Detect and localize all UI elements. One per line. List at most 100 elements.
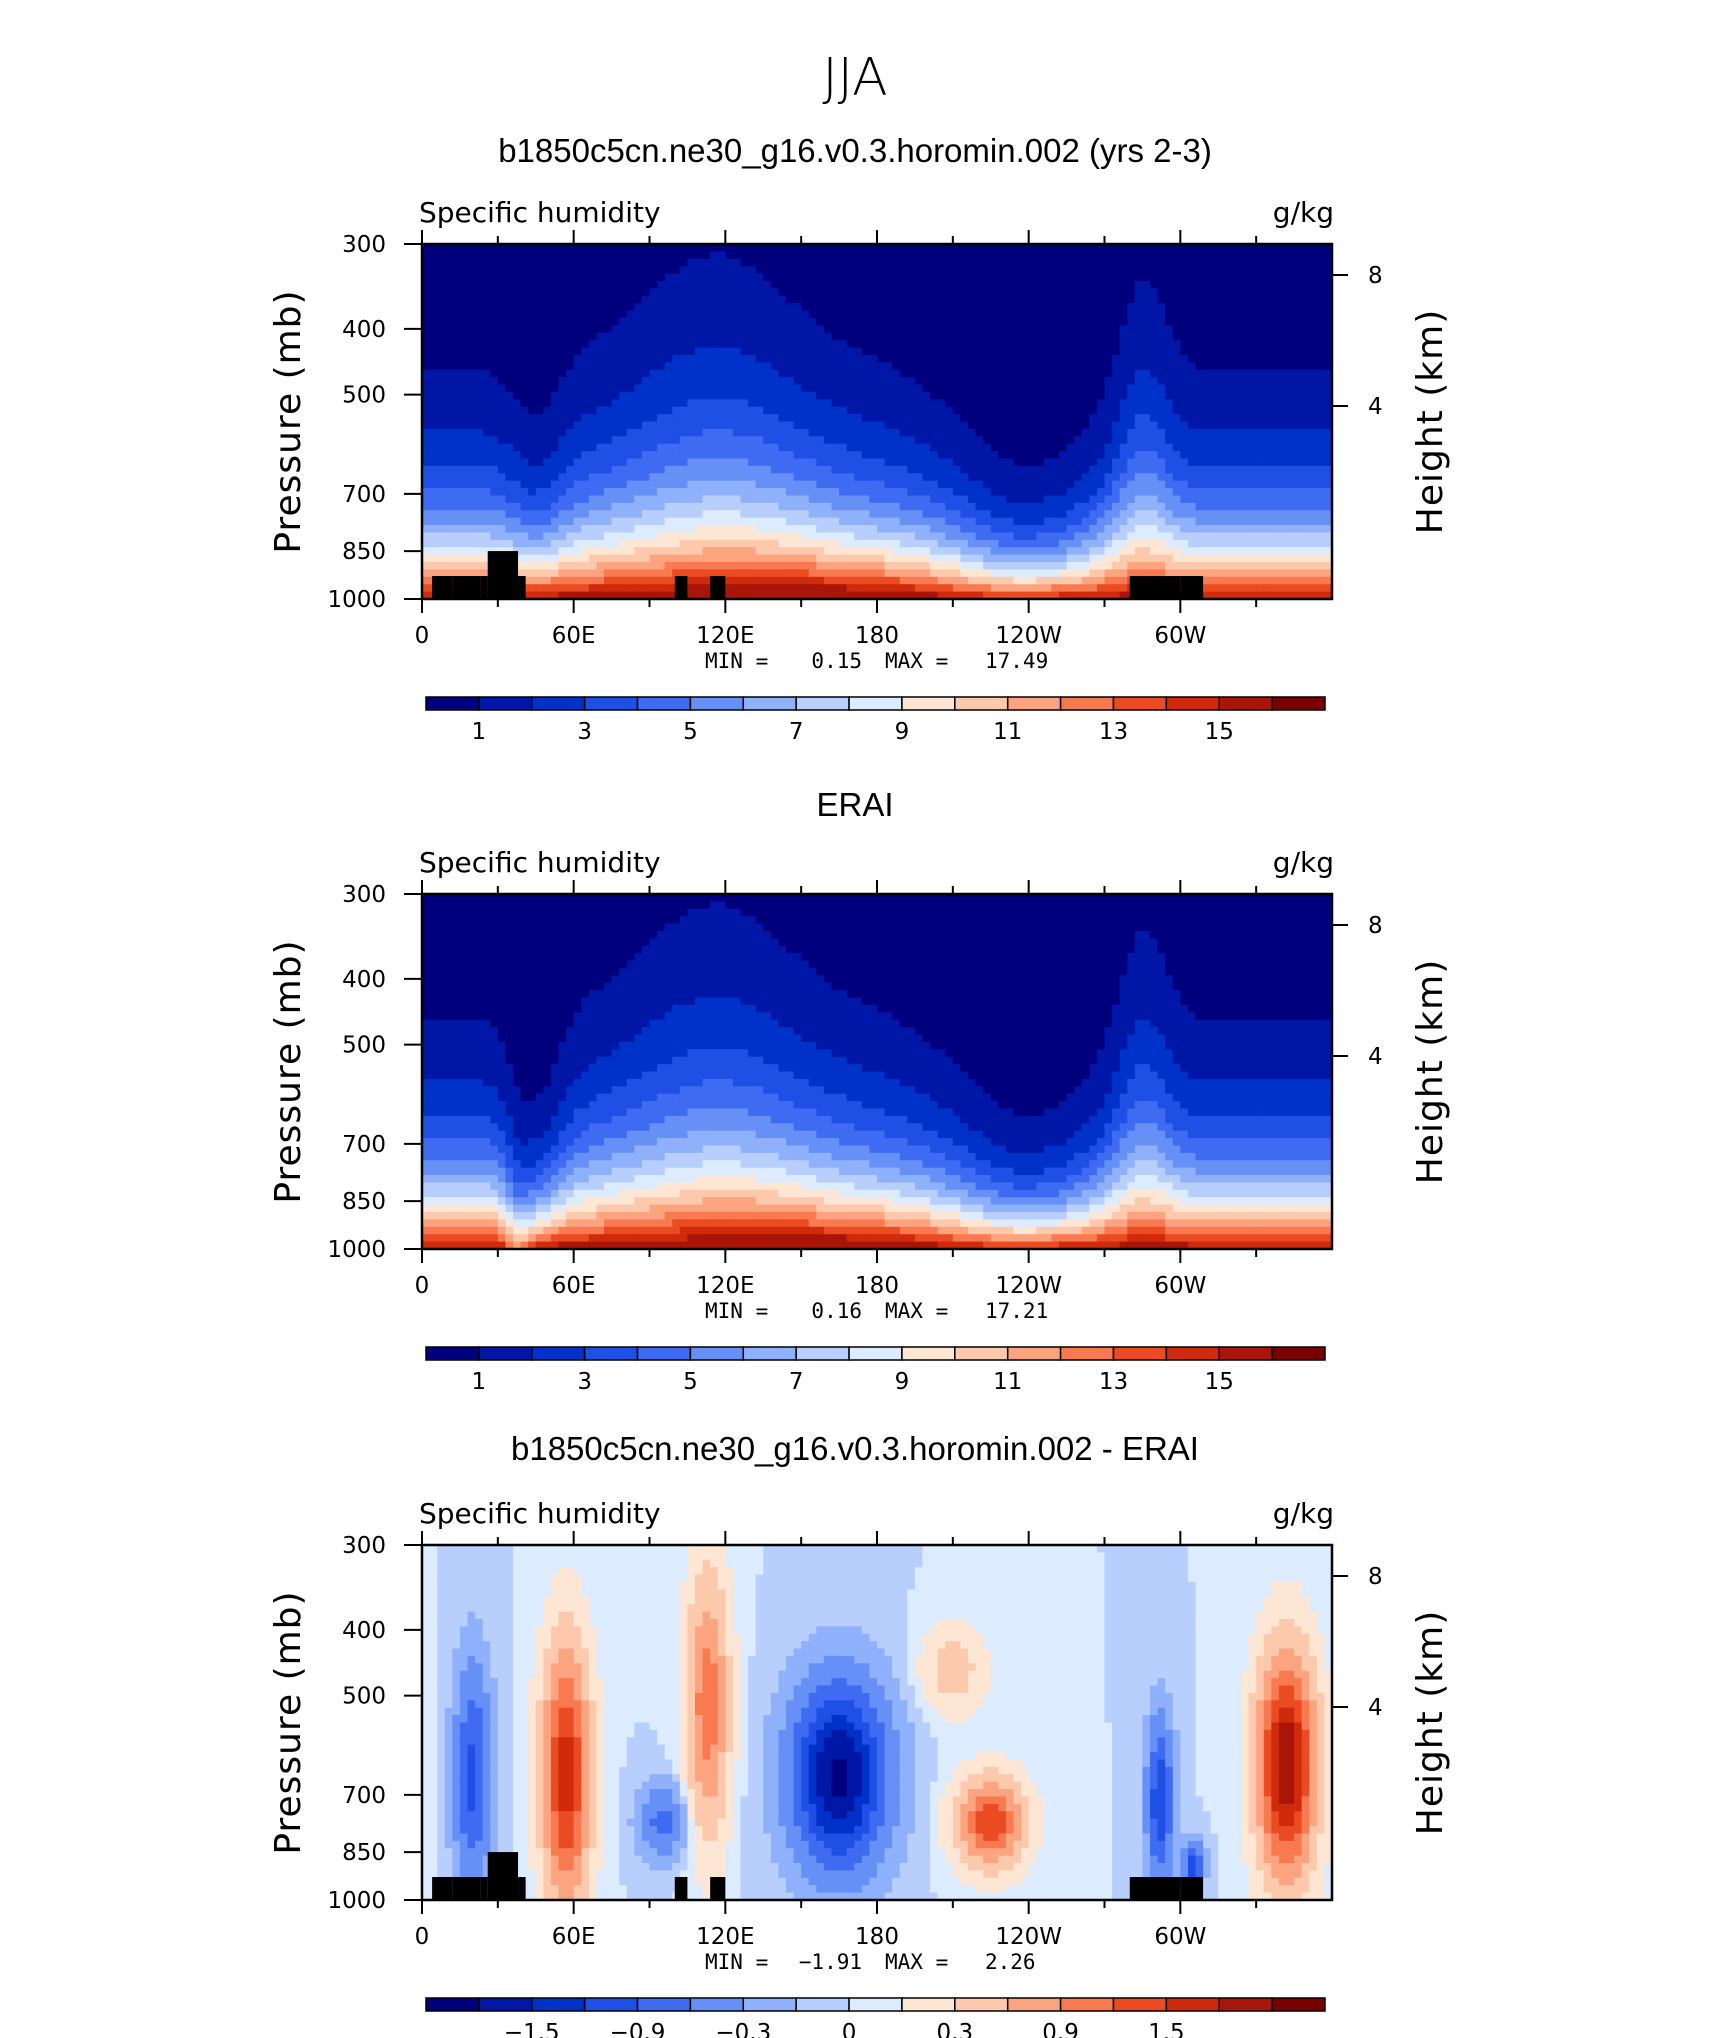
field-cell — [983, 280, 992, 289]
field-cell — [444, 303, 453, 312]
field-cell — [1294, 517, 1303, 526]
field-cell — [748, 547, 757, 556]
field-cell — [679, 399, 689, 408]
field-cell — [869, 244, 878, 252]
field-cell — [1218, 436, 1227, 445]
field-cell — [695, 428, 704, 437]
field-cell — [535, 369, 544, 378]
field-cell — [1218, 377, 1227, 386]
field-cell — [854, 495, 863, 504]
field-cell — [1021, 458, 1030, 467]
field-cell — [467, 510, 476, 519]
field-cell — [452, 458, 461, 467]
field-cell — [748, 266, 757, 275]
field-cell — [740, 532, 749, 541]
field-cell — [755, 473, 764, 482]
field-cell — [1210, 317, 1219, 326]
field-cell — [778, 288, 787, 297]
field-cell — [513, 332, 522, 341]
field-cell — [1271, 510, 1280, 519]
field-cell — [778, 443, 787, 452]
field-cell — [1309, 258, 1318, 267]
field-cell — [535, 465, 544, 474]
field-cell — [861, 295, 871, 304]
field-cell — [1271, 295, 1280, 304]
field-cell — [1316, 310, 1326, 319]
field-cell — [1187, 436, 1197, 445]
field-cell — [429, 502, 438, 511]
field-cell — [513, 347, 522, 356]
field-cell — [437, 303, 446, 312]
field-cell — [1309, 325, 1318, 334]
field-cell — [611, 399, 620, 408]
field-cell — [960, 532, 969, 541]
field-cell — [960, 251, 969, 260]
field-cell — [1309, 458, 1318, 467]
field-cell — [1043, 244, 1053, 252]
field-cell — [846, 280, 855, 289]
field-cell — [1074, 303, 1083, 312]
field-cell — [914, 384, 924, 393]
field-cell — [1021, 539, 1030, 548]
field-cell — [1051, 369, 1060, 378]
field-cell — [1241, 244, 1250, 252]
field-cell — [808, 288, 817, 297]
field-cell — [922, 399, 931, 408]
field-cell — [1028, 406, 1037, 415]
field-cell — [1036, 414, 1045, 423]
field-cell — [1134, 443, 1144, 452]
field-cell — [1043, 502, 1053, 511]
field-cell — [877, 332, 886, 341]
field-cell — [497, 473, 507, 482]
field-cell — [1263, 517, 1272, 526]
field-cell — [573, 258, 582, 267]
field-cell — [1187, 525, 1197, 534]
field-cell — [649, 480, 658, 489]
field-cell — [528, 539, 537, 548]
field-cell — [520, 510, 529, 519]
field-cell — [990, 347, 999, 356]
field-cell — [573, 347, 582, 356]
field-cell — [1134, 377, 1144, 386]
field-cell — [831, 354, 840, 363]
field-cell — [581, 258, 590, 267]
field-cell — [1294, 414, 1303, 423]
field-cell — [429, 525, 438, 534]
field-cell — [687, 362, 696, 371]
field-cell — [558, 258, 567, 267]
field-cell — [869, 436, 878, 445]
field-cell — [869, 480, 878, 489]
field-cell — [1286, 273, 1295, 282]
field-cell — [490, 266, 499, 275]
field-cell — [740, 414, 749, 423]
field-cell — [1150, 258, 1159, 267]
field-cell — [429, 458, 438, 467]
field-cell — [588, 295, 598, 304]
field-cell — [1066, 510, 1075, 519]
field-cell — [839, 443, 848, 452]
field-cell — [641, 377, 651, 386]
field-cell — [452, 436, 461, 445]
field-cell — [475, 532, 484, 541]
field-cell — [960, 436, 969, 445]
field-cell — [1059, 510, 1068, 519]
field-cell — [710, 317, 719, 326]
field-cell — [1059, 377, 1068, 386]
field-cell — [793, 266, 802, 275]
field-cell — [1256, 421, 1265, 430]
field-cell — [641, 517, 651, 526]
field-cell — [634, 332, 643, 341]
field-cell — [1074, 517, 1083, 526]
field-cell — [581, 266, 590, 275]
field-cell — [543, 273, 552, 282]
field-cell — [1187, 458, 1197, 467]
field-cell — [968, 428, 977, 437]
field-cell — [422, 332, 431, 341]
field-cell — [543, 436, 552, 445]
field-cell — [748, 451, 757, 460]
field-cell — [1127, 258, 1136, 267]
field-cell — [1286, 502, 1295, 511]
field-cell — [778, 495, 787, 504]
field-cell — [960, 325, 969, 334]
field-cell — [611, 369, 620, 378]
